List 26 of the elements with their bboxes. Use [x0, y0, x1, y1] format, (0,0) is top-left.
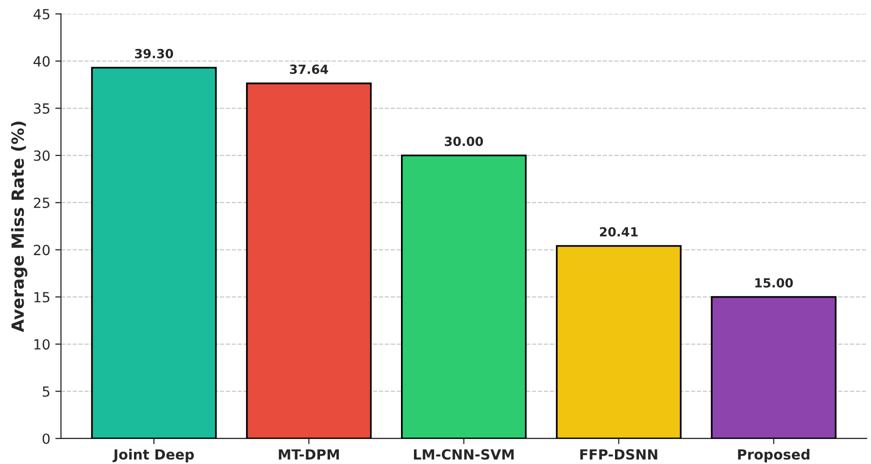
x-tick-label: FFP-DSNN: [580, 449, 658, 460]
y-tick-label: 25: [34, 198, 50, 208]
bar: [401, 154, 527, 438]
bar: [556, 245, 682, 438]
data-label: 39.30: [135, 48, 174, 58]
y-axis-title: Average Miss Rate (%): [11, 122, 28, 332]
data-label: 20.41: [600, 227, 638, 237]
y-tick-label: 45: [34, 9, 50, 20]
y-tick-label: 5: [42, 386, 50, 397]
y-tick-label: 0: [42, 433, 50, 444]
data-label: 15.00: [755, 278, 793, 288]
y-tick-label: 10: [34, 339, 50, 350]
y-tick-label: 20: [34, 244, 50, 256]
x-tick-label: LM-CNN-SVM: [414, 449, 514, 460]
y-tick-label: 15: [34, 292, 50, 302]
data-label: 30.00: [444, 136, 483, 146]
x-tick-label: MT-DPM: [278, 449, 339, 460]
bar: [246, 82, 372, 438]
x-tick-label: Joint Deep: [112, 448, 194, 462]
y-tick-label: 35: [34, 103, 50, 114]
bar: [710, 296, 836, 438]
data-label: 37.64: [290, 64, 328, 74]
x-tick-label: Proposed: [738, 448, 810, 462]
y-tick-label: 30: [34, 150, 50, 161]
y-tick-label: 40: [34, 56, 50, 67]
bar: [91, 66, 217, 438]
